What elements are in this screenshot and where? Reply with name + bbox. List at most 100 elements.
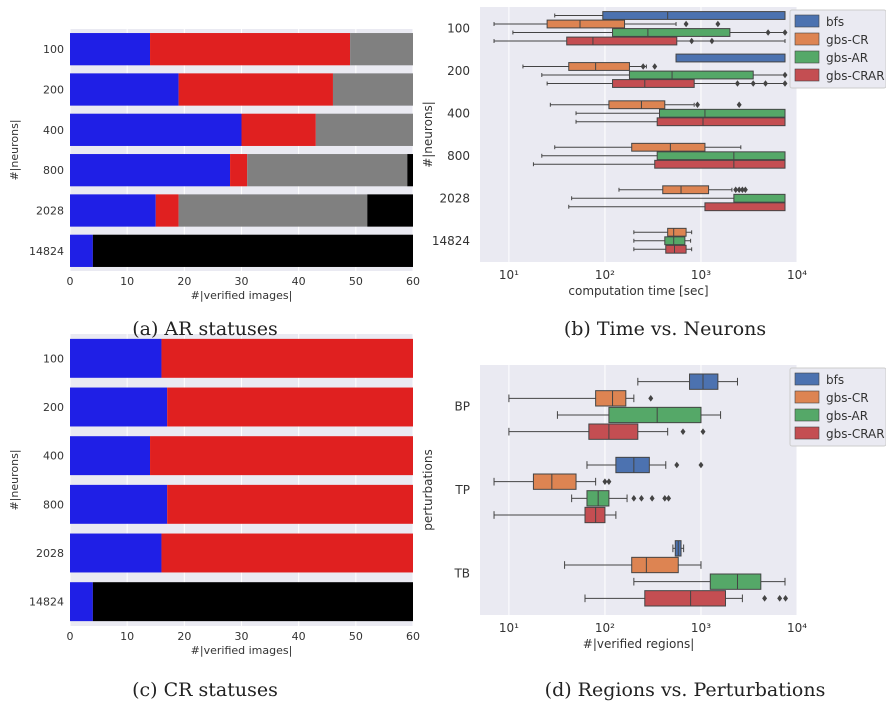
bar-segment (70, 194, 156, 227)
outlier-point (750, 80, 756, 87)
bar-segment (367, 194, 413, 227)
y-tick-label: 2028 (36, 547, 64, 560)
y-tick-label: 2028 (36, 205, 64, 218)
plot-area (480, 365, 797, 615)
legend-box (789, 9, 886, 89)
bar-segment (70, 33, 151, 66)
bar-segment (70, 73, 179, 106)
x-tick-label: 10 (120, 630, 134, 643)
y-axis-label: #|neurons| (8, 119, 21, 180)
legend-swatch (794, 68, 820, 82)
plot-area (480, 7, 797, 262)
outlier-point (698, 461, 704, 469)
outlier-point (733, 186, 739, 194)
box (615, 456, 650, 474)
outlier-point (662, 495, 668, 502)
bar-segment (70, 387, 168, 427)
legend-label: gbs-CR (826, 391, 869, 405)
outlier-point (606, 478, 612, 485)
box (667, 227, 687, 237)
x-tick-label: 40 (292, 275, 306, 288)
box (662, 185, 710, 195)
legend-box (789, 367, 886, 447)
x-tick-label: 10 (120, 275, 134, 288)
legend-label: gbs-AR (826, 409, 868, 423)
x-tick-label: 10³ (691, 268, 711, 282)
x-tick-label: 50 (349, 630, 363, 643)
x-tick-label: 0 (67, 275, 74, 288)
y-tick-label: TP (454, 483, 470, 497)
x-tick-label: 10² (595, 268, 615, 282)
bar-segment (70, 154, 231, 187)
x-tick-label: 0 (67, 630, 74, 643)
outlier-point (709, 37, 715, 45)
cr-status-chart: 100 200 400 800 2028 14824 0 10 20 30 40 50 60 #|veri… (8, 334, 420, 657)
caption-b: (b) Time vs. Neurons (563, 318, 767, 340)
bar-segment (178, 73, 333, 106)
y-tick-label: 14824 (29, 596, 64, 609)
bar-segment (70, 436, 151, 476)
y-tick-label: 400 (43, 124, 64, 137)
box (654, 159, 786, 169)
box (612, 79, 695, 88)
box (659, 108, 786, 118)
outlier-point (631, 495, 637, 502)
outlier-point (674, 461, 680, 469)
legend-swatch (794, 50, 820, 64)
x-tick-label: 50 (349, 275, 363, 288)
box (584, 506, 606, 524)
y-tick-label: 14824 (29, 245, 64, 258)
legend-label: gbs-CRAR (826, 69, 885, 83)
legend-swatch (794, 426, 820, 440)
ar-status-chart: 100 200 400 800 2028 14824 0 10 20 30 40 50 60 #|veri… (8, 29, 420, 302)
x-tick-label: 60 (406, 630, 420, 643)
y-tick-label: 200 (43, 84, 64, 97)
x-tick-label: 60 (406, 275, 420, 288)
y-tick-label: 800 (447, 149, 470, 163)
bar-segment (150, 33, 351, 66)
y-tick-label: 800 (43, 164, 64, 177)
bar-segment (167, 484, 413, 524)
box (568, 62, 630, 71)
bar-segment (70, 582, 93, 622)
box (644, 590, 726, 607)
box (602, 11, 786, 20)
regions-vs-perturbations-chart: BP TP TB 10¹ 10² 10³ 10⁴ #|verified regions| per… (421, 365, 886, 651)
bar-segment (70, 234, 93, 267)
outlier-point (715, 20, 721, 28)
outlier-point (680, 428, 686, 435)
box (656, 151, 786, 161)
legend-label: gbs-CRAR (826, 427, 885, 441)
bar-segment (350, 33, 413, 66)
legend-label: bfs (826, 15, 844, 29)
x-axis-label: #|verified regions| (583, 637, 694, 651)
bar-segment (92, 234, 413, 267)
box (532, 473, 577, 490)
box (566, 36, 678, 46)
y-tick-label: 200 (447, 64, 470, 78)
y-tick-label: 100 (43, 352, 64, 365)
legend-swatch (794, 372, 820, 386)
legend-swatch (794, 390, 820, 404)
y-tick-label: BP (455, 400, 470, 414)
bar-segment (167, 387, 413, 427)
x-tick-label: 10¹ (499, 268, 519, 282)
legend-label: gbs-AR (826, 51, 868, 65)
y-tick-label: 100 (447, 21, 470, 35)
caption-a: (a) AR statuses (132, 318, 278, 340)
y-tick-label: 400 (447, 106, 470, 120)
outlier-point (782, 29, 788, 36)
box (665, 244, 687, 254)
legend-swatch (794, 14, 820, 28)
bar-segment (230, 154, 248, 187)
box (595, 390, 627, 407)
y-tick-label: 400 (43, 450, 64, 463)
outlier-point (736, 186, 742, 194)
outlier-point (783, 595, 789, 602)
outlier-point (638, 495, 644, 502)
outlier-point (735, 80, 740, 87)
outlier-point (762, 595, 768, 602)
x-tick-label: 10¹ (499, 621, 519, 635)
outlier-point (640, 63, 646, 70)
box (631, 556, 679, 574)
